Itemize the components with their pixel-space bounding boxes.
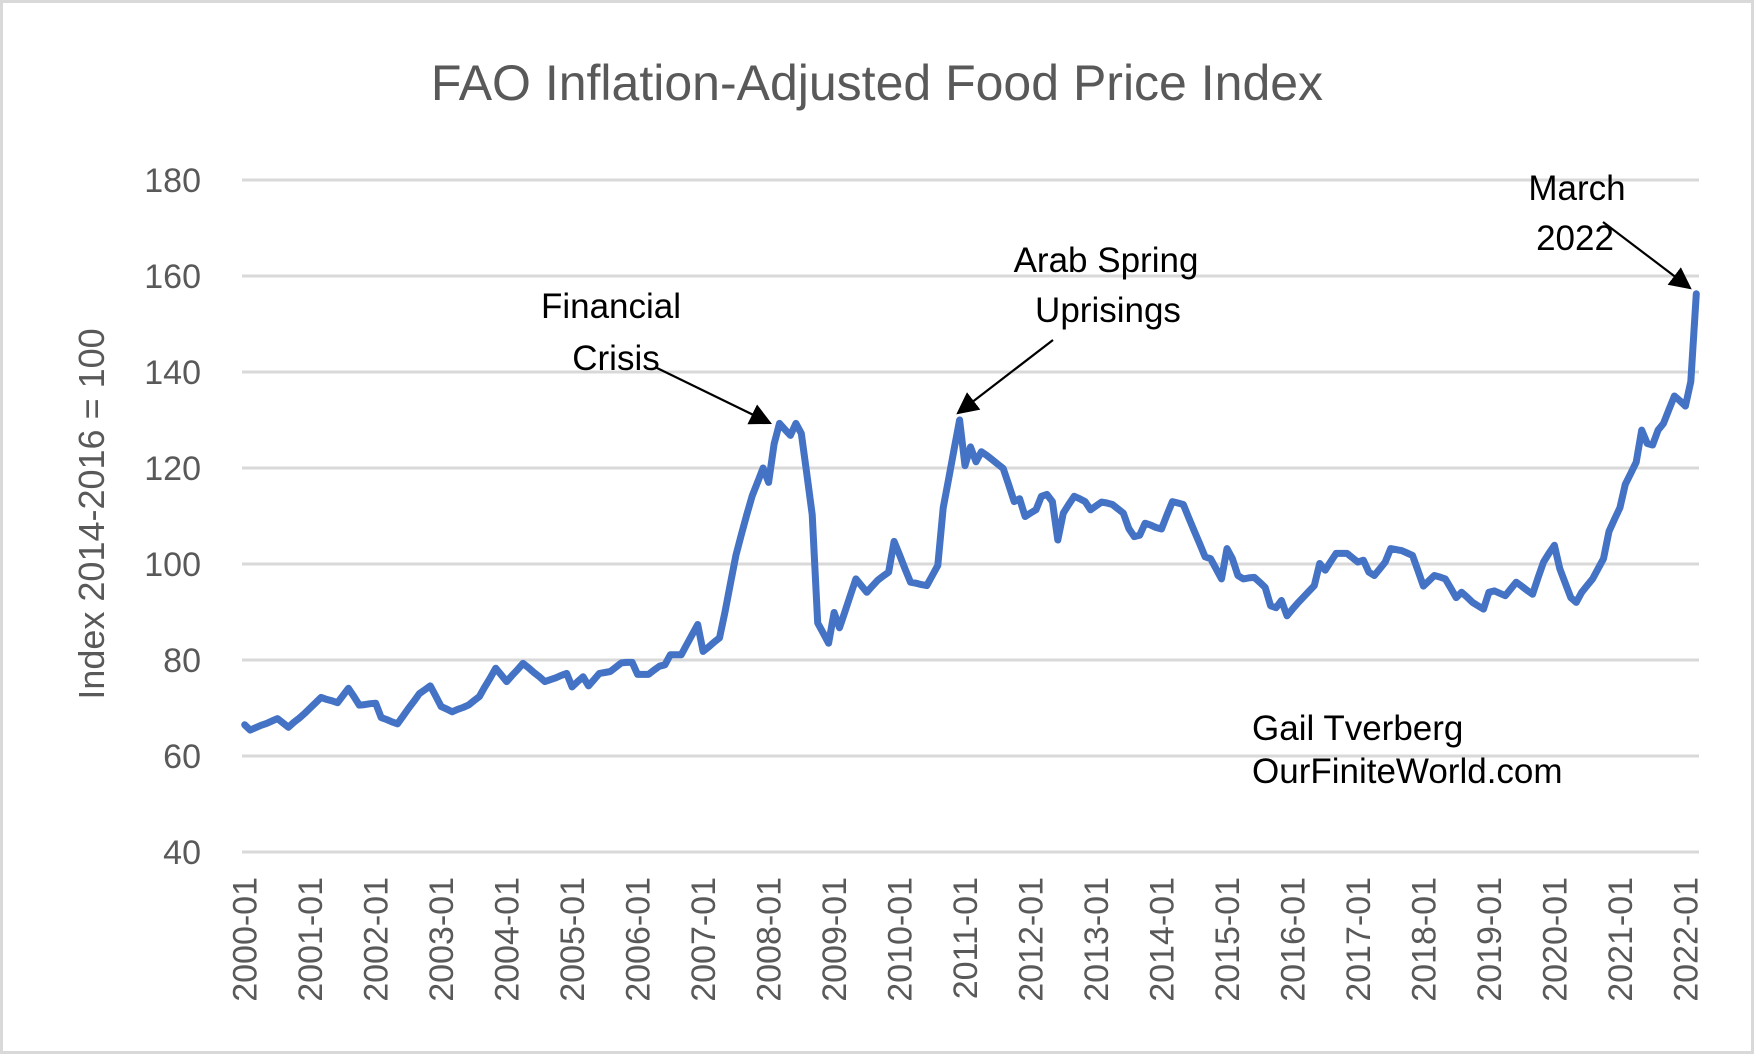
x-tick-label: 2015-01	[1209, 877, 1247, 1002]
x-tick-label: 2006-01	[620, 877, 658, 1002]
annotation-text-line: Uprisings	[1035, 291, 1181, 330]
annotation-arrow	[656, 367, 772, 425]
y-tick-label: 40	[163, 834, 201, 872]
series-line	[241, 290, 1700, 734]
x-tick-label: 2018-01	[1405, 877, 1443, 1002]
x-tick-label: 2004-01	[489, 877, 527, 1002]
chart-title: FAO Inflation-Adjusted Food Price Index	[431, 55, 1323, 111]
annotation-text-line: 2022	[1536, 219, 1614, 258]
y-tick-label: 120	[144, 450, 201, 488]
annotation-text-line: March	[1528, 169, 1625, 208]
x-tick-label: 2014-01	[1143, 877, 1181, 1002]
x-tick-label: 2022-01	[1667, 877, 1705, 1002]
credit-website: OurFiniteWorld.com	[1252, 752, 1563, 791]
x-tick-label: 2011-01	[947, 877, 985, 999]
x-tick-label: 2017-01	[1340, 877, 1378, 1002]
x-tick-label: 2020-01	[1536, 877, 1574, 1002]
annotation-text-line: Financial	[541, 287, 681, 326]
annotation-arrow	[1602, 221, 1692, 290]
x-tick-label: 2003-01	[423, 877, 461, 1002]
x-tick-label: 2007-01	[685, 877, 723, 1002]
x-axis-ticks: 2000-01 2001-01 2002-01 2003-01 2004-01 2005-…	[227, 877, 1706, 1002]
annotation-arab-spring: Arab Spring Uprisings	[956, 241, 1199, 415]
y-tick-label: 180	[144, 162, 201, 200]
x-tick-label: 2016-01	[1274, 877, 1312, 1002]
y-tick-label: 100	[144, 546, 201, 584]
x-tick-label: 2013-01	[1078, 877, 1116, 1002]
credit: Gail Tverberg OurFiniteWorld.com	[1252, 709, 1563, 791]
x-tick-label: 2000-01	[227, 877, 265, 1002]
x-tick-label: 2012-01	[1013, 877, 1051, 1002]
y-tick-label: 80	[163, 642, 201, 680]
annotation-text-line: Arab Spring	[1014, 241, 1199, 280]
y-tick-label: 60	[163, 738, 201, 776]
y-tick-label: 160	[144, 258, 201, 296]
annotation-text-line: Crisis	[572, 339, 659, 378]
y-axis-title: Index 2014-2016 = 100	[71, 328, 112, 699]
annotation-march-2022: March 2022	[1528, 169, 1692, 290]
x-tick-label: 2002-01	[358, 877, 396, 1002]
x-tick-label: 2021-01	[1602, 877, 1640, 1002]
x-tick-label: 2010-01	[882, 877, 920, 1002]
x-tick-label: 2009-01	[816, 877, 854, 1002]
x-tick-label: 2001-01	[292, 877, 330, 1002]
x-tick-label: 2019-01	[1471, 877, 1509, 1002]
annotation-financial-crisis: Financial Crisis	[541, 287, 772, 425]
credit-author: Gail Tverberg	[1252, 709, 1463, 748]
y-tick-label: 140	[144, 354, 201, 392]
annotation-arrow	[956, 339, 1054, 415]
x-tick-label: 2008-01	[751, 877, 789, 1002]
gridlines	[242, 178, 1699, 854]
y-axis-ticks: 40 60 80 100 120 140 160 180	[144, 162, 201, 872]
x-tick-label: 2005-01	[554, 877, 592, 1002]
